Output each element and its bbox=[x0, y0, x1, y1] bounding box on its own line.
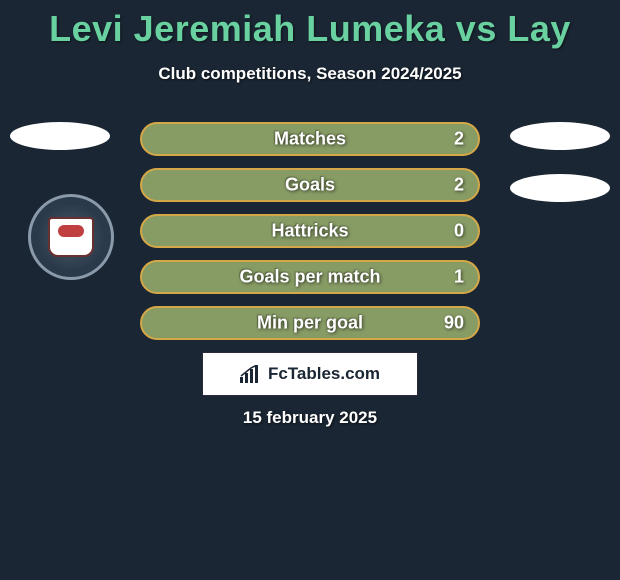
brand-box[interactable]: FcTables.com bbox=[202, 352, 418, 396]
stat-row-hattricks: Hattricks 0 bbox=[140, 214, 480, 248]
stat-value: 2 bbox=[454, 129, 464, 150]
stats-area: Matches 2 Goals 2 Hattricks 0 Goals per … bbox=[0, 122, 620, 352]
placeholder-ellipse-left bbox=[10, 122, 110, 150]
stat-row-matches: Matches 2 bbox=[140, 122, 480, 156]
placeholder-ellipse-right-2 bbox=[510, 174, 610, 202]
brand-text: FcTables.com bbox=[268, 364, 380, 384]
bar-chart-icon bbox=[240, 365, 262, 383]
stat-label: Goals bbox=[285, 175, 335, 196]
stat-value: 2 bbox=[454, 175, 464, 196]
stat-value: 90 bbox=[444, 313, 464, 334]
stat-value: 1 bbox=[454, 267, 464, 288]
club-logo-crest bbox=[48, 217, 94, 257]
date-line: 15 february 2025 bbox=[0, 408, 620, 428]
stat-value: 0 bbox=[454, 221, 464, 242]
subtitle: Club competitions, Season 2024/2025 bbox=[0, 64, 620, 84]
club-logo bbox=[28, 194, 114, 280]
stat-label: Matches bbox=[274, 129, 346, 150]
stat-row-mpg: Min per goal 90 bbox=[140, 306, 480, 340]
stat-label: Hattricks bbox=[271, 221, 348, 242]
stat-row-goals: Goals 2 bbox=[140, 168, 480, 202]
stat-label: Min per goal bbox=[257, 313, 363, 334]
stat-row-gpm: Goals per match 1 bbox=[140, 260, 480, 294]
stat-label: Goals per match bbox=[239, 267, 380, 288]
placeholder-ellipse-right-1 bbox=[510, 122, 610, 150]
page-title: Levi Jeremiah Lumeka vs Lay bbox=[0, 0, 620, 50]
